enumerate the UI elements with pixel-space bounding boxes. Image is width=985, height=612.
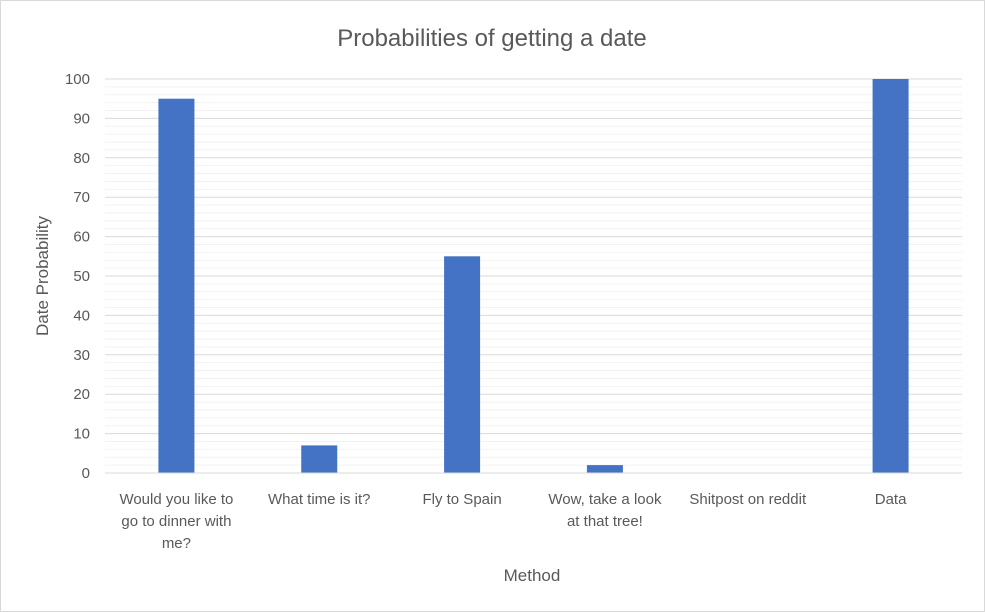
y-tick-label: 100 (65, 71, 90, 88)
x-category-label: Shitpost on reddit (689, 491, 807, 508)
bar (586, 465, 623, 473)
y-tick-label: 40 (73, 307, 90, 324)
x-category-label: Wow, take a look at that tree! (548, 491, 662, 530)
y-axis-ticks: 0 10 20 30 40 50 60 70 80 90 100 (65, 71, 90, 482)
bar (872, 79, 909, 473)
bar (444, 256, 481, 473)
bar (301, 445, 338, 473)
y-tick-label: 50 (73, 268, 90, 285)
x-category-label: Fly to Spain (422, 491, 501, 508)
y-tick-label: 0 (82, 465, 90, 482)
y-tick-label: 30 (73, 347, 90, 364)
bars (158, 79, 909, 473)
x-axis-categories: Would you like to go to dinner with me? Wha… (119, 491, 907, 552)
y-tick-label: 90 (73, 110, 90, 127)
chart-title: Probabilities of getting a date (337, 25, 647, 52)
x-category-label: What time is it? (268, 491, 371, 508)
gridlines (105, 78, 962, 466)
y-tick-label: 60 (73, 229, 90, 246)
y-tick-label: 10 (73, 426, 90, 443)
bar (158, 98, 195, 473)
y-axis-title: Date Probability (33, 216, 52, 337)
x-category-label: Would you like to go to dinner with me? (119, 491, 233, 552)
y-tick-label: 70 (73, 189, 90, 206)
y-tick-label: 20 (73, 386, 90, 403)
y-tick-label: 80 (73, 150, 90, 167)
x-category-label: Data (875, 491, 907, 508)
x-axis-title: Method (504, 566, 561, 585)
